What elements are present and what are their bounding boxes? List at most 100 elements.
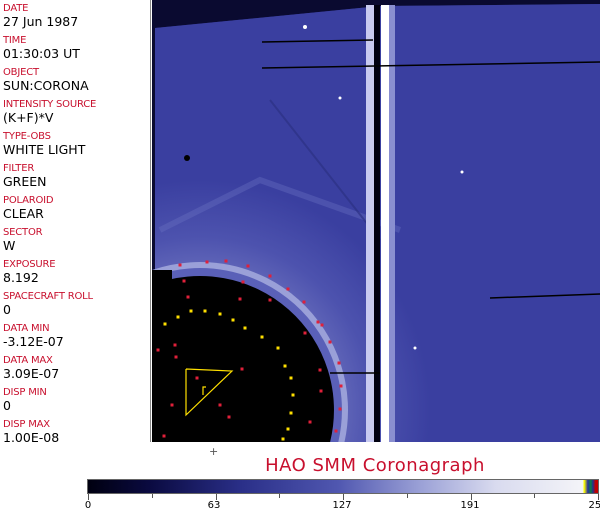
red-marker bbox=[178, 263, 182, 267]
field-value: 3.09E-07 bbox=[3, 366, 60, 381]
data-dropout-line bbox=[261, 39, 374, 43]
red-marker bbox=[240, 367, 244, 371]
red-marker bbox=[339, 384, 343, 388]
field-label: INTENSITY SOURCE bbox=[3, 99, 97, 110]
yellow-marker bbox=[231, 318, 235, 322]
field-value: 1.00E-08 bbox=[3, 430, 60, 445]
field-label: FILTER bbox=[3, 163, 35, 174]
red-marker bbox=[319, 389, 323, 393]
header-field: DATA MIN -3.12E-07 bbox=[3, 323, 150, 349]
red-marker bbox=[318, 368, 322, 372]
yellow-marker bbox=[289, 411, 293, 415]
colorbar-tick-label: 127 bbox=[332, 500, 352, 511]
red-marker bbox=[338, 407, 342, 411]
star bbox=[338, 96, 342, 100]
field-label: DATA MAX bbox=[3, 355, 53, 366]
yellow-marker bbox=[291, 393, 295, 397]
red-marker bbox=[328, 340, 332, 344]
yellow-marker bbox=[260, 335, 264, 339]
field-value: (K+F)*V bbox=[3, 110, 54, 125]
red-marker bbox=[334, 429, 338, 433]
red-marker bbox=[186, 295, 190, 299]
header-field: INTENSITY SOURCE (K+F)*V bbox=[3, 99, 150, 125]
colorbar-tick-label: 0 bbox=[84, 500, 92, 511]
red-marker bbox=[246, 264, 250, 268]
colorbar-tick-mark bbox=[279, 494, 281, 498]
colorbar-tick-mark bbox=[534, 494, 536, 498]
red-marker bbox=[238, 297, 242, 301]
header-field: OBJECT SUN:CORONA bbox=[3, 67, 150, 93]
red-marker bbox=[173, 343, 177, 347]
header-field: TYPE-OBS WHITE LIGHT bbox=[3, 131, 150, 157]
red-marker bbox=[224, 259, 228, 263]
red-marker bbox=[195, 376, 199, 380]
field-label: POLAROID bbox=[3, 195, 54, 206]
field-label: EXPOSURE bbox=[3, 259, 56, 270]
triangle-inner-marker bbox=[202, 386, 206, 395]
field-value: 01:30:03 UT bbox=[3, 46, 80, 61]
yellow-marker bbox=[289, 376, 293, 380]
field-label: DATE bbox=[3, 3, 29, 14]
streak bbox=[269, 99, 381, 241]
red-marker bbox=[182, 279, 186, 283]
colorbar-tick-mark bbox=[343, 494, 344, 500]
field-value: 0 bbox=[3, 302, 11, 317]
star bbox=[303, 25, 307, 29]
triangle-marker bbox=[185, 368, 234, 417]
plot-title: HAO SMM Coronagraph bbox=[265, 455, 485, 476]
marker-dots bbox=[156, 259, 343, 441]
field-value: 0 bbox=[3, 398, 11, 413]
colorbar-tick-label: 255 bbox=[588, 500, 600, 511]
field-label: DISP MAX bbox=[3, 419, 50, 430]
header-info-panel: DATE 27 Jun 1987 TIME 01:30:03 UT OBJECT SUN:… bbox=[0, 0, 151, 445]
occulter-edge bbox=[152, 270, 172, 442]
red-marker bbox=[170, 403, 174, 407]
colorbar bbox=[87, 479, 599, 494]
streamer bbox=[158, 176, 402, 233]
header-field: POLAROID CLEAR bbox=[3, 195, 150, 221]
field-value: WHITE LIGHT bbox=[3, 142, 86, 157]
red-marker bbox=[320, 323, 324, 327]
star bbox=[413, 346, 417, 350]
yellow-marker bbox=[218, 312, 222, 316]
colorbar-tick-mark bbox=[598, 494, 599, 500]
field-value: SUN:CORONA bbox=[3, 78, 89, 93]
field-value: -3.12E-07 bbox=[3, 334, 64, 349]
data-dropout-line bbox=[489, 293, 600, 299]
red-marker bbox=[218, 403, 222, 407]
yellow-marker bbox=[283, 364, 287, 368]
field-label: SPACECRAFT ROLL bbox=[3, 291, 93, 302]
yellow-marker bbox=[203, 309, 207, 313]
header-field: FILTER GREEN bbox=[3, 163, 150, 189]
field-label: OBJECT bbox=[3, 67, 39, 78]
red-marker bbox=[268, 274, 272, 278]
red-marker bbox=[241, 280, 245, 284]
header-field: SECTOR W bbox=[3, 227, 150, 253]
colorbar-tick-mark bbox=[215, 494, 217, 500]
field-value: W bbox=[3, 238, 16, 253]
dust-spot bbox=[184, 155, 190, 161]
field-value: GREEN bbox=[3, 174, 47, 189]
occulter-disk bbox=[152, 276, 334, 442]
red-marker bbox=[268, 298, 272, 302]
yellow-marker bbox=[286, 427, 290, 431]
field-label: DATA MIN bbox=[3, 323, 50, 334]
yellow-marker bbox=[163, 322, 167, 326]
red-marker bbox=[303, 331, 307, 335]
field-label: TYPE-OBS bbox=[3, 131, 51, 142]
colorbar-tick-label: 191 bbox=[460, 500, 480, 511]
pylon-halo bbox=[389, 5, 395, 442]
red-marker bbox=[337, 361, 341, 365]
header-field: SPACECRAFT ROLL 0 bbox=[3, 291, 150, 317]
header-field: EXPOSURE 8.192 bbox=[3, 259, 150, 285]
colorbar-tick-mark bbox=[470, 494, 472, 500]
red-marker bbox=[205, 260, 209, 264]
axis-cross: + bbox=[209, 445, 219, 458]
red-marker bbox=[302, 300, 306, 304]
header-field: DISP MAX 1.00E-08 bbox=[3, 419, 150, 445]
colorbar-tick-mark bbox=[151, 494, 153, 498]
red-marker bbox=[286, 287, 290, 291]
pylon-edge bbox=[366, 5, 374, 442]
pylon-bright bbox=[381, 5, 389, 442]
header-field: TIME 01:30:03 UT bbox=[3, 35, 150, 61]
